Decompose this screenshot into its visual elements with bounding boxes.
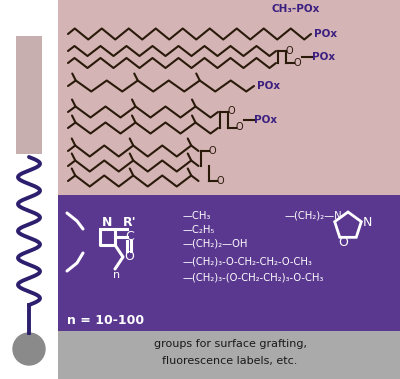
Text: O: O (338, 236, 348, 249)
Text: O: O (294, 58, 302, 67)
Text: groups for surface grafting,: groups for surface grafting, (154, 339, 306, 349)
Text: n: n (114, 270, 120, 280)
Bar (58, 0, 400, 195)
Text: O: O (228, 106, 236, 116)
Text: O: O (124, 251, 134, 263)
Bar (16, 36, 42, 154)
Text: fluorescence labels, etc.: fluorescence labels, etc. (162, 356, 298, 366)
Text: R': R' (123, 216, 137, 230)
Text: O: O (216, 175, 224, 185)
Text: CH₃-POx: CH₃-POx (272, 4, 320, 14)
Text: —(CH₂)₃-O-CH₂-CH₂-O-CH₃: —(CH₂)₃-O-CH₂-CH₂-O-CH₃ (183, 256, 313, 266)
Text: —(CH₂)₂—N: —(CH₂)₂—N (285, 211, 343, 221)
Text: —(CH₂)₂—OH: —(CH₂)₂—OH (183, 239, 248, 249)
Text: POx: POx (254, 115, 277, 125)
Bar (58, 331, 400, 379)
Text: POx: POx (314, 29, 337, 39)
Text: —(CH₂)₃-(O-CH₂-CH₂)₃-O-CH₃: —(CH₂)₃-(O-CH₂-CH₂)₃-O-CH₃ (183, 272, 324, 282)
Text: —C₂H₅: —C₂H₅ (183, 225, 215, 235)
Text: n = 10-100: n = 10-100 (67, 315, 144, 327)
Text: C: C (126, 230, 134, 243)
Text: POx: POx (312, 52, 335, 62)
Text: O: O (286, 45, 294, 55)
Text: N: N (102, 216, 112, 230)
Text: N: N (363, 216, 372, 229)
Text: O: O (236, 122, 244, 133)
Circle shape (13, 333, 45, 365)
Bar (58, 195, 400, 331)
Text: O: O (208, 146, 216, 155)
Text: POx: POx (257, 81, 280, 91)
Text: —CH₃: —CH₃ (183, 211, 211, 221)
